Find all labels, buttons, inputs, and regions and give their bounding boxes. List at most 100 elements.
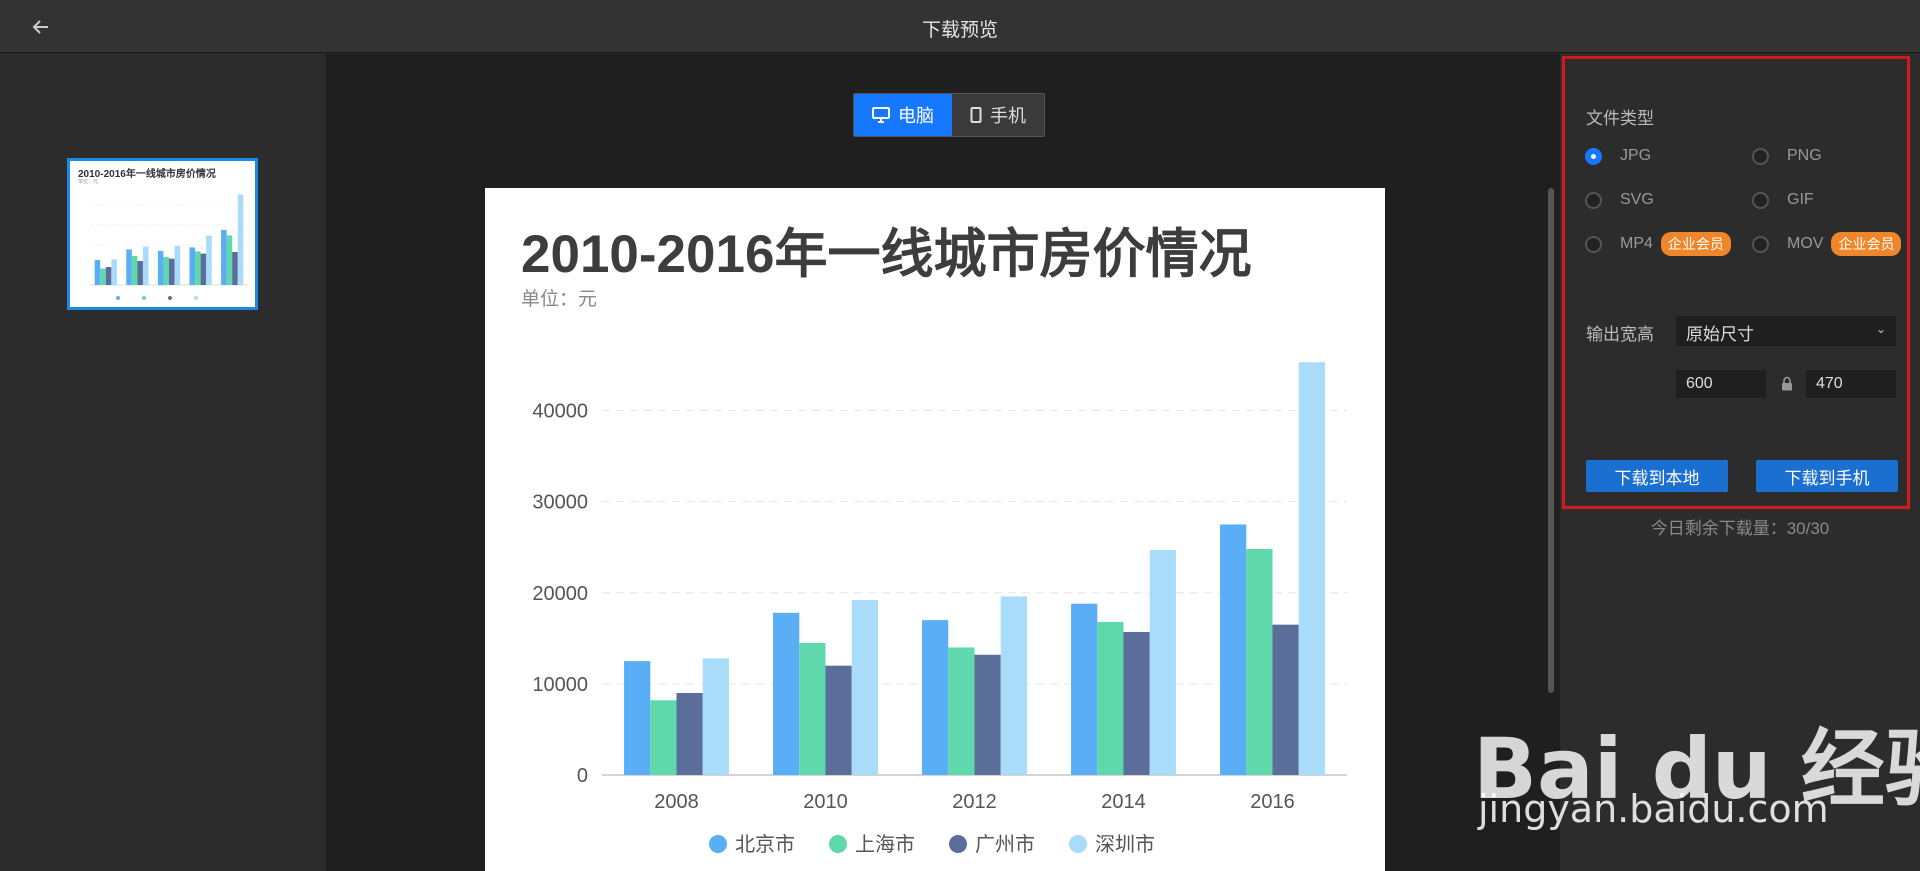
- output-size-value: 原始尺寸: [1686, 325, 1754, 344]
- legend-label: 深圳市: [1095, 833, 1155, 856]
- remaining-downloads: 今日剩余下载量：30/30: [1650, 519, 1830, 538]
- lock-icon[interactable]: [1781, 376, 1793, 391]
- desktop-label: 电脑: [898, 106, 934, 126]
- radio-label: MOV: [1787, 235, 1824, 252]
- radio-button[interactable]: [1752, 147, 1769, 165]
- bar-广州市: [825, 665, 852, 775]
- radio-mp4[interactable]: MP4 企业会员: [1585, 232, 1731, 256]
- bar-深圳市: [174, 245, 181, 285]
- bar-北京市: [94, 260, 101, 285]
- bar-深圳市: [1149, 549, 1176, 775]
- bar-深圳市: [206, 235, 212, 285]
- radio-jpg[interactable]: JPG: [1585, 144, 1651, 168]
- radio-button[interactable]: [1585, 191, 1602, 209]
- bar-上海市: [1097, 621, 1124, 775]
- radio-button[interactable]: [1585, 235, 1602, 253]
- radio-gif[interactable]: GIF: [1752, 188, 1814, 212]
- bar-上海市: [799, 642, 826, 775]
- bar-北京市: [1071, 603, 1098, 775]
- radio-button[interactable]: [1752, 235, 1769, 253]
- output-size-select[interactable]: 原始尺寸 ⌄: [1676, 316, 1896, 346]
- height-input[interactable]: [1806, 370, 1896, 398]
- y-tick-label: 40000: [532, 401, 588, 423]
- bar-上海市: [195, 251, 201, 285]
- desktop-toggle-button[interactable]: 电脑: [854, 94, 952, 136]
- chart-title: 2010-2016年一线城市房价情况: [521, 225, 1252, 284]
- bar-深圳市: [111, 259, 117, 285]
- y-tick-label: 0: [577, 765, 588, 787]
- enterprise-badge: 企业会员: [1660, 232, 1731, 256]
- radio-mov[interactable]: MOV 企业会员: [1752, 232, 1902, 256]
- bar-广州市: [1272, 624, 1299, 775]
- bar-chart: 0 10000 20000 30000 40000 2008 2010 2012 2014 201…: [532, 362, 1347, 856]
- bar-上海市: [163, 257, 169, 285]
- legend-marker: [168, 296, 172, 300]
- chevron-down-icon: ⌄: [1875, 322, 1886, 336]
- bar-广州市: [105, 267, 112, 285]
- radio-png[interactable]: PNG: [1752, 144, 1822, 168]
- download-phone-button[interactable]: 下载到手机: [1756, 460, 1898, 492]
- legend-marker: [142, 296, 146, 300]
- bar-广州市: [974, 654, 1001, 775]
- width-input[interactable]: [1676, 370, 1766, 398]
- thumbnail-panel: 2010-2016年一线城市房价情况 单位：元: [0, 54, 326, 871]
- y-tick-label: 30000: [532, 492, 588, 514]
- file-type-label: 文件类型: [1586, 109, 1654, 128]
- bar-广州市: [232, 252, 238, 285]
- legend-marker: [709, 835, 727, 853]
- bar-广州市: [1123, 631, 1150, 775]
- legend-label: 北京市: [735, 833, 795, 856]
- bar-北京市: [221, 230, 227, 285]
- bar-北京市: [126, 249, 132, 285]
- bar-广州市: [200, 253, 207, 285]
- bar-深圳市: [1298, 362, 1325, 775]
- bar-上海市: [948, 647, 975, 775]
- enterprise-badge: 企业会员: [1831, 232, 1902, 256]
- arrow-left-icon[interactable]: [28, 14, 54, 40]
- radio-label: JPG: [1620, 147, 1652, 164]
- monitor-icon: [872, 107, 890, 123]
- bar-上海市: [226, 235, 233, 285]
- radio-svg[interactable]: SVG: [1585, 188, 1654, 212]
- x-tick-label: 2010: [803, 791, 848, 813]
- mobile-toggle-button[interactable]: 手机: [952, 94, 1044, 136]
- bar-北京市: [189, 247, 196, 285]
- radio-button[interactable]: [1585, 147, 1602, 165]
- legend-label: 广州市: [975, 833, 1035, 856]
- radio-label: GIF: [1787, 191, 1814, 208]
- x-tick-label: 2012: [952, 791, 997, 813]
- preview-scrollbar[interactable]: [1548, 188, 1554, 693]
- bar-广州市: [137, 261, 143, 285]
- chart-canvas: 2010-2016年一线城市房价情况 单位：元 0 10000 20000 30000…: [485, 188, 1385, 871]
- bar-上海市: [100, 268, 106, 285]
- x-tick-label: 2014: [1101, 791, 1146, 813]
- bar-深圳市: [702, 658, 729, 775]
- page-title: 下载预览: [921, 20, 998, 41]
- y-tick-label: 20000: [532, 583, 588, 605]
- y-tick-label: 10000: [532, 674, 588, 696]
- download-local-button[interactable]: 下载到本地: [1586, 460, 1728, 492]
- bar-深圳市: [237, 194, 244, 285]
- output-size-label: 输出宽高: [1586, 325, 1654, 344]
- chart-subtitle: 单位：元: [521, 289, 598, 310]
- phone-icon: [970, 107, 982, 123]
- bar-深圳市: [1000, 596, 1027, 775]
- legend-marker: [1069, 835, 1087, 853]
- top-bar: 下载预览: [0, 0, 1920, 53]
- bar-广州市: [676, 693, 703, 775]
- bar-上海市: [650, 700, 677, 775]
- thumbnail-title: 2010-2016年一线城市房价情况: [78, 169, 216, 180]
- legend-marker: [829, 835, 847, 853]
- radio-label: PNG: [1787, 147, 1822, 164]
- legend-marker: [949, 835, 967, 853]
- mobile-label: 手机: [990, 106, 1026, 126]
- bar-北京市: [157, 251, 164, 285]
- radio-button[interactable]: [1752, 191, 1769, 209]
- bar-北京市: [773, 612, 800, 775]
- device-toggle: 电脑 手机: [853, 93, 1045, 137]
- thumbnail-chart: [90, 194, 248, 300]
- legend-marker: [194, 296, 198, 300]
- bar-北京市: [1220, 524, 1247, 775]
- chart-thumbnail[interactable]: 2010-2016年一线城市房价情况 单位：元: [67, 158, 258, 310]
- bar-上海市: [131, 256, 138, 285]
